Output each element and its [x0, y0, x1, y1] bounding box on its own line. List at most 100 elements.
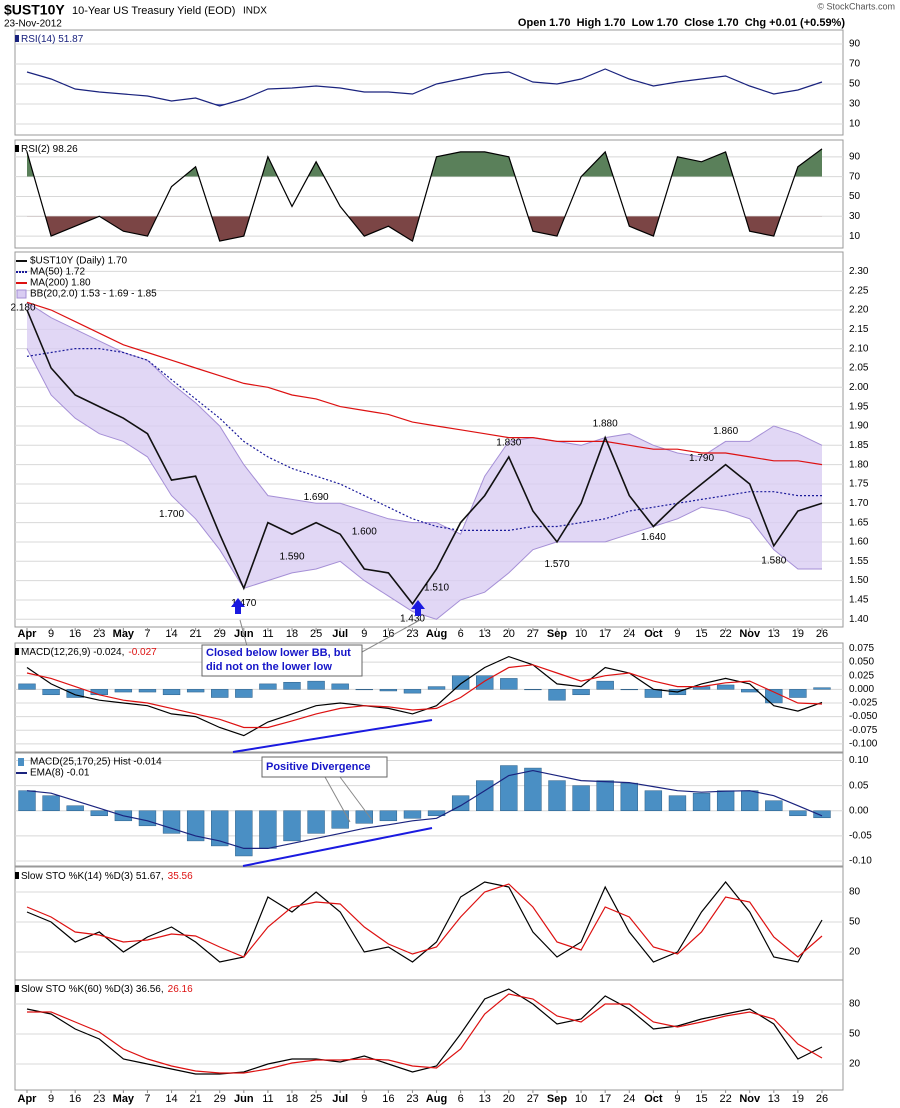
y-tick-label: 0.050 — [849, 657, 874, 668]
y-tick-label: 1.55 — [849, 556, 869, 567]
histogram-bar — [379, 689, 398, 692]
x-tick-label: 21 — [190, 1093, 202, 1105]
x-tick-label: 15 — [695, 628, 707, 640]
band-line — [26, 301, 823, 535]
x-tick-label: 15 — [695, 1093, 707, 1105]
y-tick-label: 1.65 — [849, 517, 869, 528]
y-tick-label: 2.00 — [849, 382, 869, 393]
histogram-bar — [524, 767, 542, 812]
arrow — [411, 600, 425, 616]
legend-entry: MA(200) 1.80 — [30, 278, 91, 289]
y-tick-label: 2.30 — [849, 266, 869, 277]
series-line — [26, 664, 823, 729]
histogram-bar — [66, 805, 84, 812]
y-tick-label: -0.10 — [849, 856, 872, 867]
x-tick-label: 24 — [623, 628, 635, 640]
histogram-bar — [741, 790, 759, 812]
histogram-bar — [668, 795, 687, 812]
histogram-bar — [42, 689, 60, 696]
x-tick-label: 29 — [214, 628, 226, 640]
histogram-bar — [789, 689, 807, 698]
series-line — [26, 148, 823, 243]
x-tick-label: 14 — [165, 1093, 177, 1105]
legend-entry: 35.56 — [168, 871, 193, 882]
histogram-bar — [596, 780, 614, 812]
legend-entry: MACD(25,170,25) Hist -0.014 — [30, 757, 162, 768]
histogram-bar — [741, 689, 759, 693]
y-tick-label: 10 — [849, 119, 861, 130]
y-tick-label: 0.075 — [849, 643, 874, 654]
x-tick-label: 13 — [479, 628, 491, 640]
x-tick-label: 26 — [816, 1093, 828, 1105]
histogram-bar — [644, 790, 663, 812]
y-tick-label: 0.00 — [849, 805, 869, 816]
x-tick-label: May — [113, 628, 135, 640]
x-tick-label: Jul — [332, 628, 348, 640]
price-label: 1.510 — [424, 582, 449, 593]
y-tick-label: 1.85 — [849, 440, 869, 451]
x-tick-label: 9 — [674, 1093, 680, 1105]
series-line — [26, 309, 823, 606]
callout-pointer — [361, 619, 421, 653]
exchange: INDX — [243, 6, 267, 17]
symbol: $UST10Y — [4, 2, 65, 18]
x-tick-label: 23 — [93, 628, 105, 640]
histogram-bar — [596, 680, 614, 690]
y-tick-label: 20 — [849, 947, 861, 958]
histogram-bar — [451, 795, 470, 812]
x-tick-label: Jul — [332, 1093, 348, 1105]
panel: 20 50 80 Slow STO %K(60) %D(3) 36.56, 26.16 — [14, 979, 861, 1091]
panel-frame — [14, 139, 844, 249]
y-tick-label: 0.025 — [849, 670, 874, 681]
callout-text: did not on the lower low — [206, 661, 332, 673]
arrow — [231, 598, 245, 614]
y-tick-label: 90 — [849, 151, 861, 162]
x-tick-label: 27 — [527, 628, 539, 640]
legend-entry: Slow STO %K(60) %D(3) 36.56, — [21, 984, 164, 995]
histogram-bar — [235, 689, 253, 698]
y-tick-label: 70 — [849, 171, 861, 182]
price-label: 1.880 — [593, 418, 618, 429]
series-line — [26, 881, 823, 963]
x-tick-label: Apr — [18, 1093, 38, 1105]
y-tick-label: 50 — [849, 191, 861, 202]
histogram-bar — [692, 792, 711, 812]
copyright: © StockCharts.com — [817, 1, 895, 11]
legend-entry: MA(50) 1.72 — [30, 267, 85, 278]
x-tick-label: 9 — [674, 628, 680, 640]
instrument-name: 10-Year US Treasury Yield (EOD) — [72, 5, 235, 17]
histogram-bar — [355, 689, 373, 691]
x-tick-label: 10 — [575, 628, 587, 640]
histogram-bar — [42, 795, 60, 812]
x-tick-label: 23 — [406, 1093, 418, 1105]
histogram-bar — [331, 810, 349, 829]
histogram-bar — [500, 765, 518, 812]
histogram-bar — [114, 689, 133, 693]
x-tick-label: 22 — [720, 1093, 732, 1105]
y-tick-label: 0.10 — [849, 755, 869, 766]
x-tick-label: 26 — [816, 628, 828, 640]
legend-swatch — [18, 758, 24, 766]
x-tick-label: 7 — [144, 628, 150, 640]
y-tick-label: 50 — [849, 79, 861, 90]
price-label: 2.180 — [10, 302, 35, 313]
plot — [18, 655, 831, 737]
y-tick-label: 50 — [849, 917, 861, 928]
x-tick-label: 16 — [69, 628, 81, 640]
x-tick-label: Nov — [739, 628, 761, 640]
histogram-bar — [572, 785, 590, 812]
series-line — [26, 301, 823, 466]
histogram-bar — [765, 800, 783, 812]
x-tick-label: 13 — [768, 628, 780, 640]
y-tick-label: 1.50 — [849, 575, 869, 586]
x-tick-label: 9 — [48, 628, 54, 640]
histogram-bar — [620, 782, 638, 812]
histogram-bar — [138, 689, 157, 693]
legend-entry: BB(20,2.0) 1.53 - 1.69 - 1.85 — [30, 289, 157, 300]
series-line — [26, 883, 823, 958]
x-tick-label: Jun — [234, 1093, 254, 1105]
panel: 0.075 0.050 0.025 0.000 -0.025 -0.050 -0.075 -0… — [14, 642, 878, 753]
histogram-bar — [162, 689, 181, 696]
x-tick-label: Oct — [644, 628, 663, 640]
